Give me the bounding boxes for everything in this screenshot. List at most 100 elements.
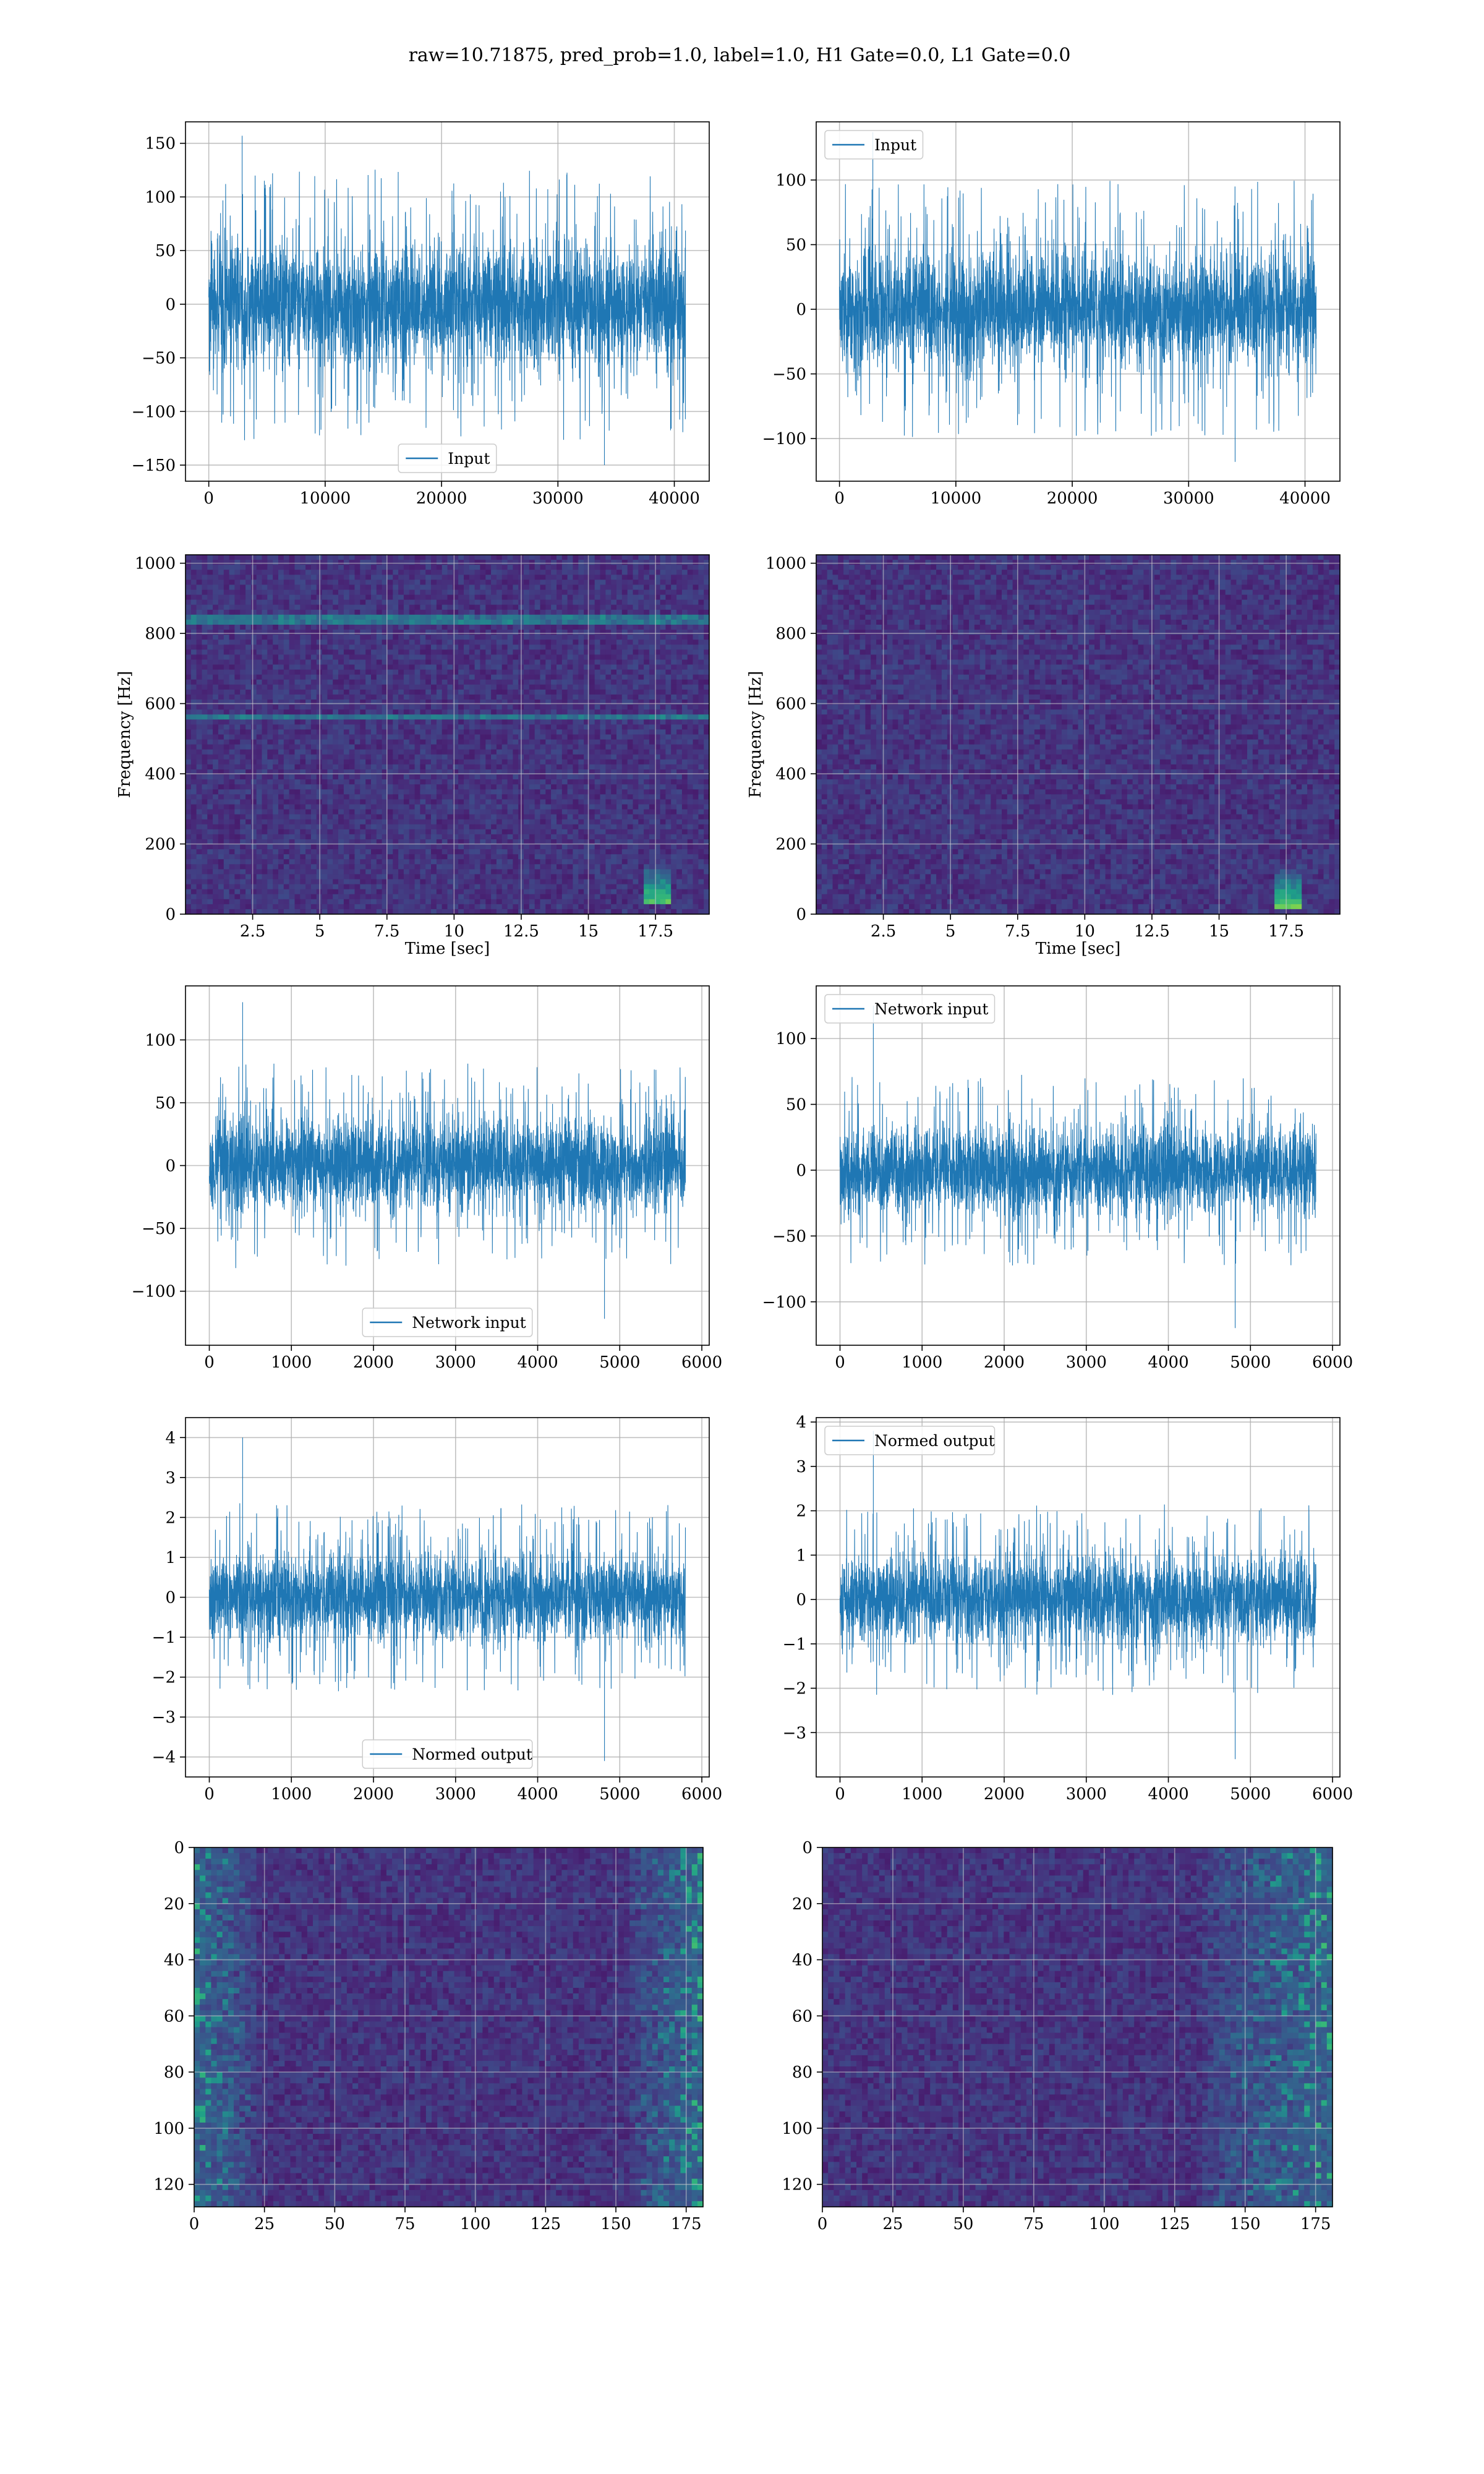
heatmap-cell — [333, 560, 338, 565]
heatmap-cell — [605, 580, 611, 585]
heatmap-cell — [295, 595, 301, 601]
heatmap-cell — [202, 605, 208, 610]
heatmap-cell — [234, 580, 240, 585]
heatmap-cell — [300, 555, 305, 560]
heatmap-cell — [262, 600, 268, 606]
heatmap-cell — [589, 565, 595, 570]
heatmap-cell — [197, 584, 202, 590]
heatmap-cell — [698, 590, 704, 596]
heatmap-cell — [371, 580, 377, 585]
heatmap-cell — [197, 555, 202, 560]
heatmap-cell — [311, 590, 317, 596]
heatmap-cell — [425, 565, 431, 570]
heatmap-cell — [551, 570, 556, 575]
heatmap-cell — [545, 595, 551, 601]
heatmap-cell — [437, 560, 442, 565]
x-tick-label: 0 — [834, 489, 845, 508]
heatmap-cell — [698, 570, 704, 575]
heatmap-cell — [633, 570, 639, 575]
heatmap-cell — [213, 580, 218, 585]
heatmap-cell — [240, 580, 245, 585]
heatmap-cell — [278, 575, 284, 580]
heatmap-cell — [508, 590, 513, 596]
heatmap-cell — [224, 565, 229, 570]
heatmap-cell — [551, 555, 556, 560]
heatmap-cell — [251, 575, 257, 580]
heatmap-cell — [513, 595, 518, 601]
heatmap-cell — [284, 600, 289, 606]
heatmap-cell — [387, 600, 393, 606]
heatmap-cell — [322, 555, 328, 560]
heatmap-cell — [251, 605, 257, 610]
heatmap-cell — [207, 570, 213, 575]
legend: Input — [825, 131, 923, 159]
heatmap-cell — [502, 595, 508, 601]
heatmap-cell — [600, 565, 606, 570]
heatmap-cell — [251, 570, 257, 575]
heatmap-cell — [529, 555, 535, 560]
heatmap-cell — [344, 600, 349, 606]
heatmap-cell — [458, 555, 464, 560]
heatmap-cell — [273, 555, 278, 560]
heatmap-cell — [229, 590, 235, 596]
heatmap-cell — [311, 555, 317, 560]
heatmap-cell — [186, 584, 191, 590]
heatmap-cell — [458, 560, 464, 565]
heatmap-cell — [562, 555, 568, 560]
heatmap-cell — [278, 605, 284, 610]
heatmap-cell — [398, 555, 404, 560]
heatmap-cell — [349, 560, 355, 565]
heatmap-cell — [218, 560, 224, 565]
heatmap-cell — [529, 565, 535, 570]
heatmap-cell — [191, 605, 197, 610]
heatmap-cell — [218, 590, 224, 596]
heatmap-cell — [355, 575, 360, 580]
heatmap-cell — [693, 565, 699, 570]
heatmap-cell — [551, 600, 556, 606]
heatmap-cell — [551, 584, 556, 590]
heatmap-cell — [545, 590, 551, 596]
heatmap-cell — [524, 580, 529, 585]
heatmap-cell — [229, 570, 235, 575]
heatmap-cell — [224, 590, 229, 596]
heatmap-cell — [344, 590, 349, 596]
heatmap-cell — [207, 575, 213, 580]
heatmap-cell — [573, 580, 578, 585]
heatmap-cell — [409, 565, 415, 570]
heatmap-cell — [469, 584, 475, 590]
y-tick-label: 100 — [145, 188, 176, 207]
heatmap-cell — [562, 560, 568, 565]
heatmap-cell — [448, 584, 453, 590]
heatmap-cell — [676, 570, 682, 575]
heatmap-cell — [278, 570, 284, 575]
heatmap-cell — [589, 555, 595, 560]
heatmap-cell — [257, 565, 262, 570]
heatmap-cell — [344, 584, 349, 590]
heatmap-cell — [633, 580, 639, 585]
heatmap-cell — [234, 575, 240, 580]
heatmap-cell — [616, 595, 622, 601]
heatmap-cell — [693, 555, 699, 560]
heatmap-cell — [644, 575, 649, 580]
heatmap-cell — [338, 600, 344, 606]
heatmap-cell — [207, 595, 213, 601]
heatmap-cell — [245, 600, 251, 606]
heatmap-cell — [409, 595, 415, 601]
heatmap-cell — [480, 584, 485, 590]
heatmap-cell — [628, 590, 633, 596]
heatmap-cell — [660, 595, 666, 601]
heatmap-cell — [300, 584, 305, 590]
heatmap-cell — [638, 570, 644, 575]
heatmap-cell — [644, 584, 649, 590]
heatmap-cell — [611, 570, 616, 575]
heatmap-cell — [273, 575, 278, 580]
heatmap-cell — [420, 565, 425, 570]
heatmap-cell — [485, 595, 491, 601]
heatmap-cell — [562, 584, 568, 590]
heatmap-cell — [448, 560, 453, 565]
heatmap-cell — [480, 565, 485, 570]
heatmap-cell — [202, 595, 208, 601]
heatmap-cell — [305, 584, 311, 590]
heatmap-cell — [464, 590, 469, 596]
heatmap-cell — [344, 575, 349, 580]
